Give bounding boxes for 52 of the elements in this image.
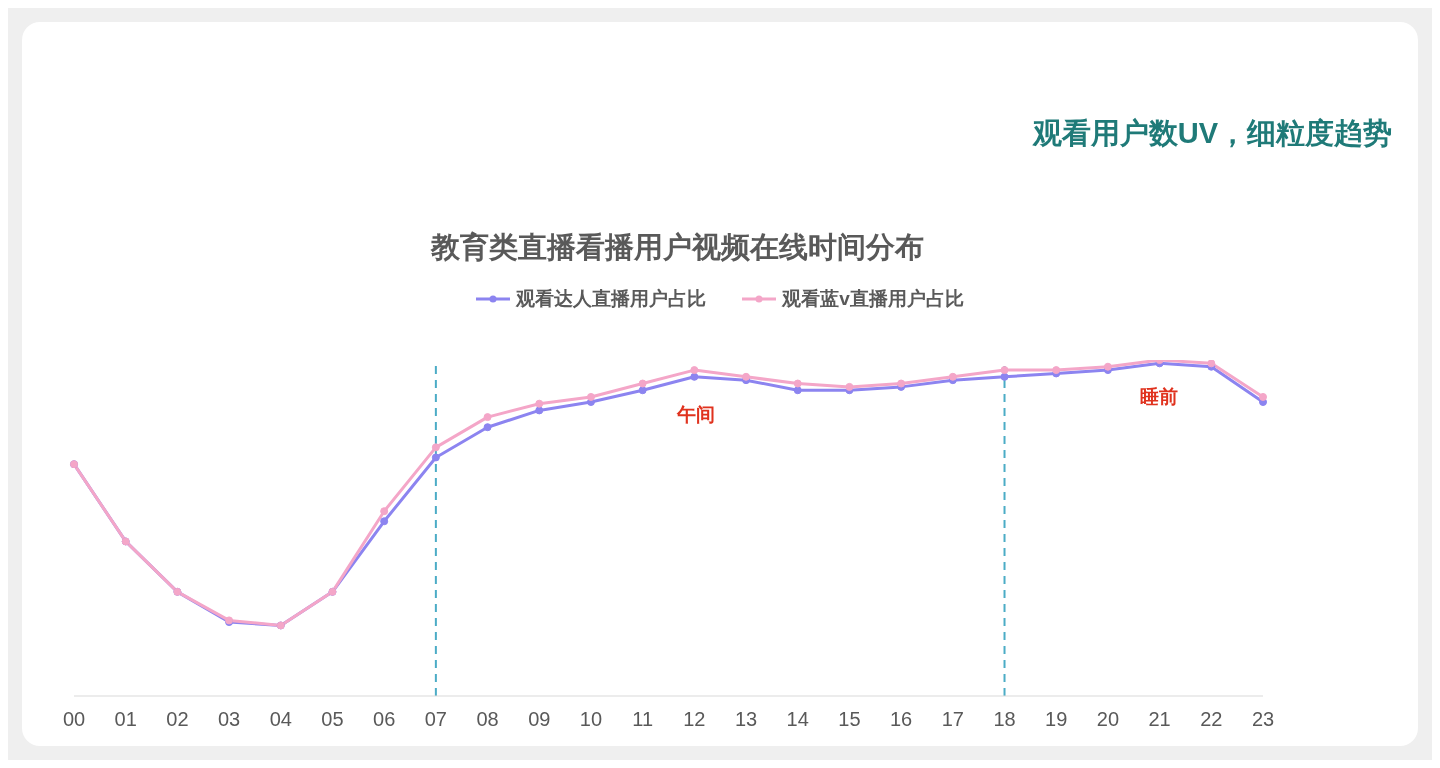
x-tick-label: 23 xyxy=(1251,708,1275,731)
x-tick-label: 17 xyxy=(941,708,964,731)
point xyxy=(1000,372,1009,381)
x-tick-label: 03 xyxy=(217,708,241,731)
x-tick-label: 06 xyxy=(373,708,396,731)
x-tick-label: 21 xyxy=(1148,708,1171,731)
point xyxy=(793,386,802,395)
point xyxy=(586,392,595,401)
x-tick-label: 16 xyxy=(890,708,913,731)
x-tick-label: 15 xyxy=(838,708,861,731)
x-tick-label: 09 xyxy=(528,708,551,731)
x-tick-label: 00 xyxy=(62,708,86,731)
x-tick-label: 07 xyxy=(424,708,447,731)
point xyxy=(845,382,854,391)
x-tick-label: 04 xyxy=(269,708,292,731)
point xyxy=(535,406,544,415)
point xyxy=(1000,366,1009,375)
x-tick-label: 14 xyxy=(786,708,809,731)
point xyxy=(380,517,389,526)
x-tick-label: 05 xyxy=(321,708,344,731)
point xyxy=(535,399,544,408)
text: 观看用户数UV，细粒度趋势 xyxy=(1032,116,1392,151)
point xyxy=(690,372,699,381)
x-tick-label: 01 xyxy=(114,708,137,731)
x-tick-label: 12 xyxy=(683,708,706,731)
x-tick-label: 08 xyxy=(476,708,499,731)
point xyxy=(431,453,440,462)
point xyxy=(483,423,492,432)
point xyxy=(1259,392,1267,401)
legend-label: 观看达人直播用户占比 xyxy=(516,287,707,311)
chart-title: 教育类直播看播用户视频在线时间分布 xyxy=(429,230,925,265)
annotation: 午间 xyxy=(677,403,715,427)
point xyxy=(742,372,751,381)
point xyxy=(1103,362,1112,371)
legend-label: 观看蓝v直播用户占比 xyxy=(782,287,964,311)
point xyxy=(483,413,492,422)
x-tick-label: 02 xyxy=(166,708,189,731)
point xyxy=(431,443,440,452)
point xyxy=(380,507,389,516)
point xyxy=(793,379,802,388)
x-tick-label: 19 xyxy=(1045,708,1068,731)
point xyxy=(690,366,699,375)
annotation: 睡前 xyxy=(1140,385,1178,409)
x-tick-label: 10 xyxy=(579,708,603,731)
point xyxy=(948,372,957,381)
x-tick-label: 18 xyxy=(993,708,1016,731)
x-tick-label: 11 xyxy=(632,708,654,731)
x-tick-label: 22 xyxy=(1200,708,1223,731)
point xyxy=(638,379,647,388)
point xyxy=(638,386,647,395)
x-tick-label: 13 xyxy=(734,708,758,731)
x-tick-label: 20 xyxy=(1096,708,1120,731)
